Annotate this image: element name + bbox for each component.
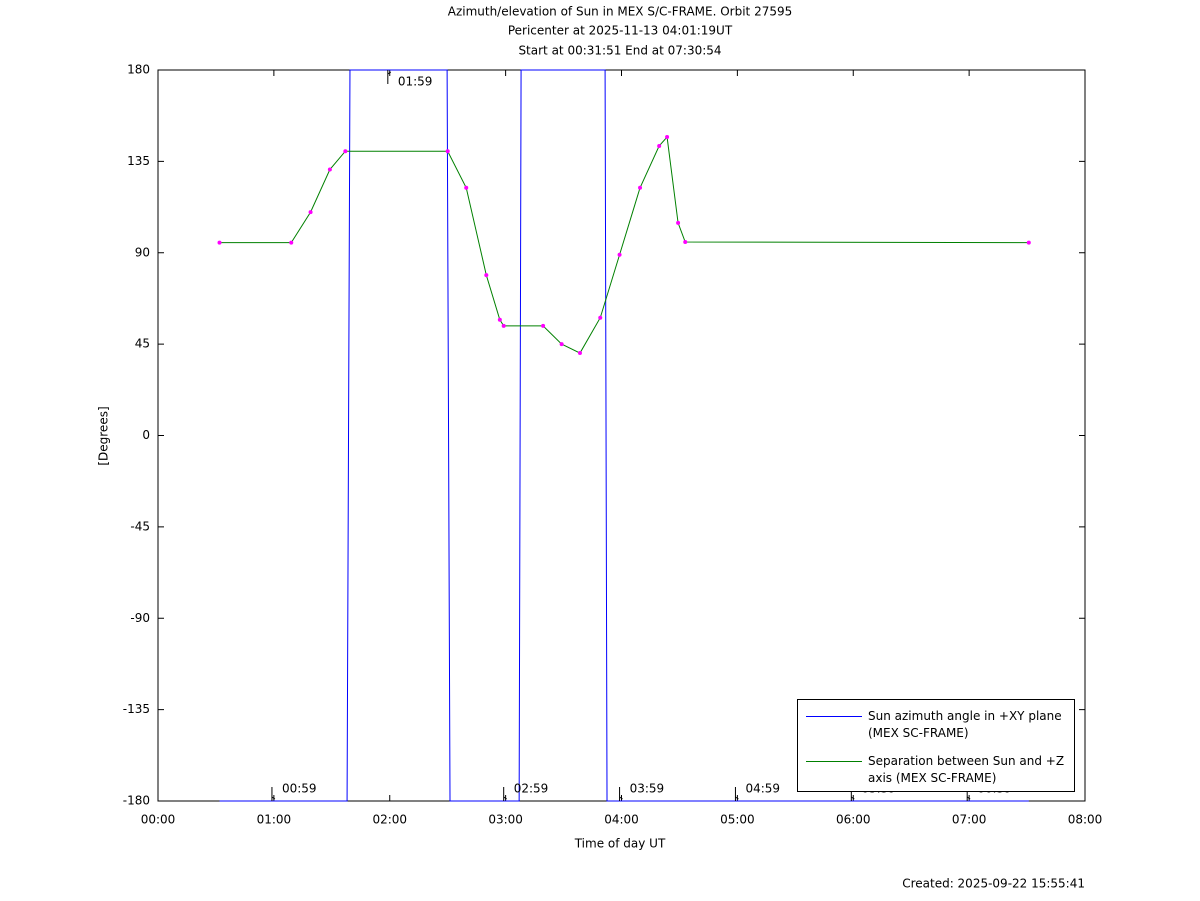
- y-tick-label: 90: [135, 245, 150, 259]
- annotation: 03:59: [630, 782, 665, 796]
- y-tick-label: 45: [135, 337, 150, 351]
- series-line: [219, 69, 1029, 802]
- marker: [308, 210, 313, 215]
- x-tick-label: 03:00: [488, 813, 523, 827]
- annotation: 00:59: [282, 782, 317, 796]
- annotation-tick: [735, 796, 739, 800]
- marker: [501, 323, 506, 328]
- legend-swatch: [806, 761, 862, 762]
- marker: [598, 315, 603, 320]
- marker: [683, 239, 688, 244]
- annotation-tick: [619, 796, 623, 800]
- annotation-tick: [271, 796, 276, 800]
- legend: Sun azimuth angle in +XY plane (MEX SC-F…: [797, 699, 1075, 792]
- marker: [289, 240, 294, 245]
- chart-subtitle: Pericenter at 2025-11-13 04:01:19UT: [508, 24, 733, 38]
- y-tick-label: 0: [142, 428, 150, 442]
- annotation: 04:59: [745, 782, 780, 796]
- marker: [541, 323, 546, 328]
- annotation-tick: [851, 796, 855, 800]
- chart-subtitle: Start at 00:31:51 End at 07:30:54: [518, 44, 721, 58]
- marker: [638, 185, 643, 190]
- y-tick-label: -90: [130, 611, 150, 625]
- x-tick-label: 06:00: [836, 813, 871, 827]
- y-tick-label: -45: [130, 519, 150, 533]
- x-tick-label: 08:00: [1068, 813, 1103, 827]
- y-tick-label: 180: [127, 63, 150, 77]
- annotation-tick: [387, 71, 392, 75]
- x-tick-label: 07:00: [952, 813, 987, 827]
- marker: [617, 252, 622, 257]
- marker: [676, 220, 681, 225]
- marker: [577, 351, 582, 356]
- marker: [445, 149, 450, 154]
- legend-swatch: [806, 716, 862, 717]
- y-tick-label: -180: [123, 794, 150, 808]
- y-tick-label: 135: [127, 154, 150, 168]
- marker: [484, 273, 489, 278]
- footer: Created: 2025-09-22 15:55:41: [902, 877, 1085, 891]
- x-tick-label: 00:00: [141, 813, 176, 827]
- marker: [497, 317, 502, 322]
- marker: [657, 143, 662, 148]
- annotation-tick: [966, 796, 971, 800]
- x-axis-label: Time of day UT: [574, 837, 666, 851]
- marker: [327, 167, 332, 172]
- marker: [217, 240, 222, 245]
- marker: [1026, 240, 1031, 245]
- chart-title: Azimuth/elevation of Sun in MEX S/C-FRAM…: [448, 5, 793, 19]
- x-tick-label: 01:00: [257, 813, 292, 827]
- marker: [343, 149, 348, 154]
- marker: [665, 135, 670, 140]
- series-line: [219, 135, 1029, 354]
- annotation: 02:59: [514, 782, 549, 796]
- x-tick-label: 02:00: [372, 813, 407, 827]
- y-axis-label: [Degrees]: [97, 406, 111, 465]
- plot-frame: [157, 69, 1086, 802]
- x-tick-label: 05:00: [720, 813, 755, 827]
- x-tick-label: 04:00: [604, 813, 639, 827]
- legend-label: Sun azimuth angle in +XY plane (MEX SC-F…: [868, 709, 1062, 740]
- legend-label: Separation between Sun and +Z axis (MEX …: [868, 754, 1065, 785]
- annotation-tick: [503, 796, 507, 800]
- y-tick-label: -135: [123, 702, 150, 716]
- marker: [559, 342, 564, 347]
- annotation: 01:59: [398, 75, 433, 89]
- marker: [464, 185, 469, 190]
